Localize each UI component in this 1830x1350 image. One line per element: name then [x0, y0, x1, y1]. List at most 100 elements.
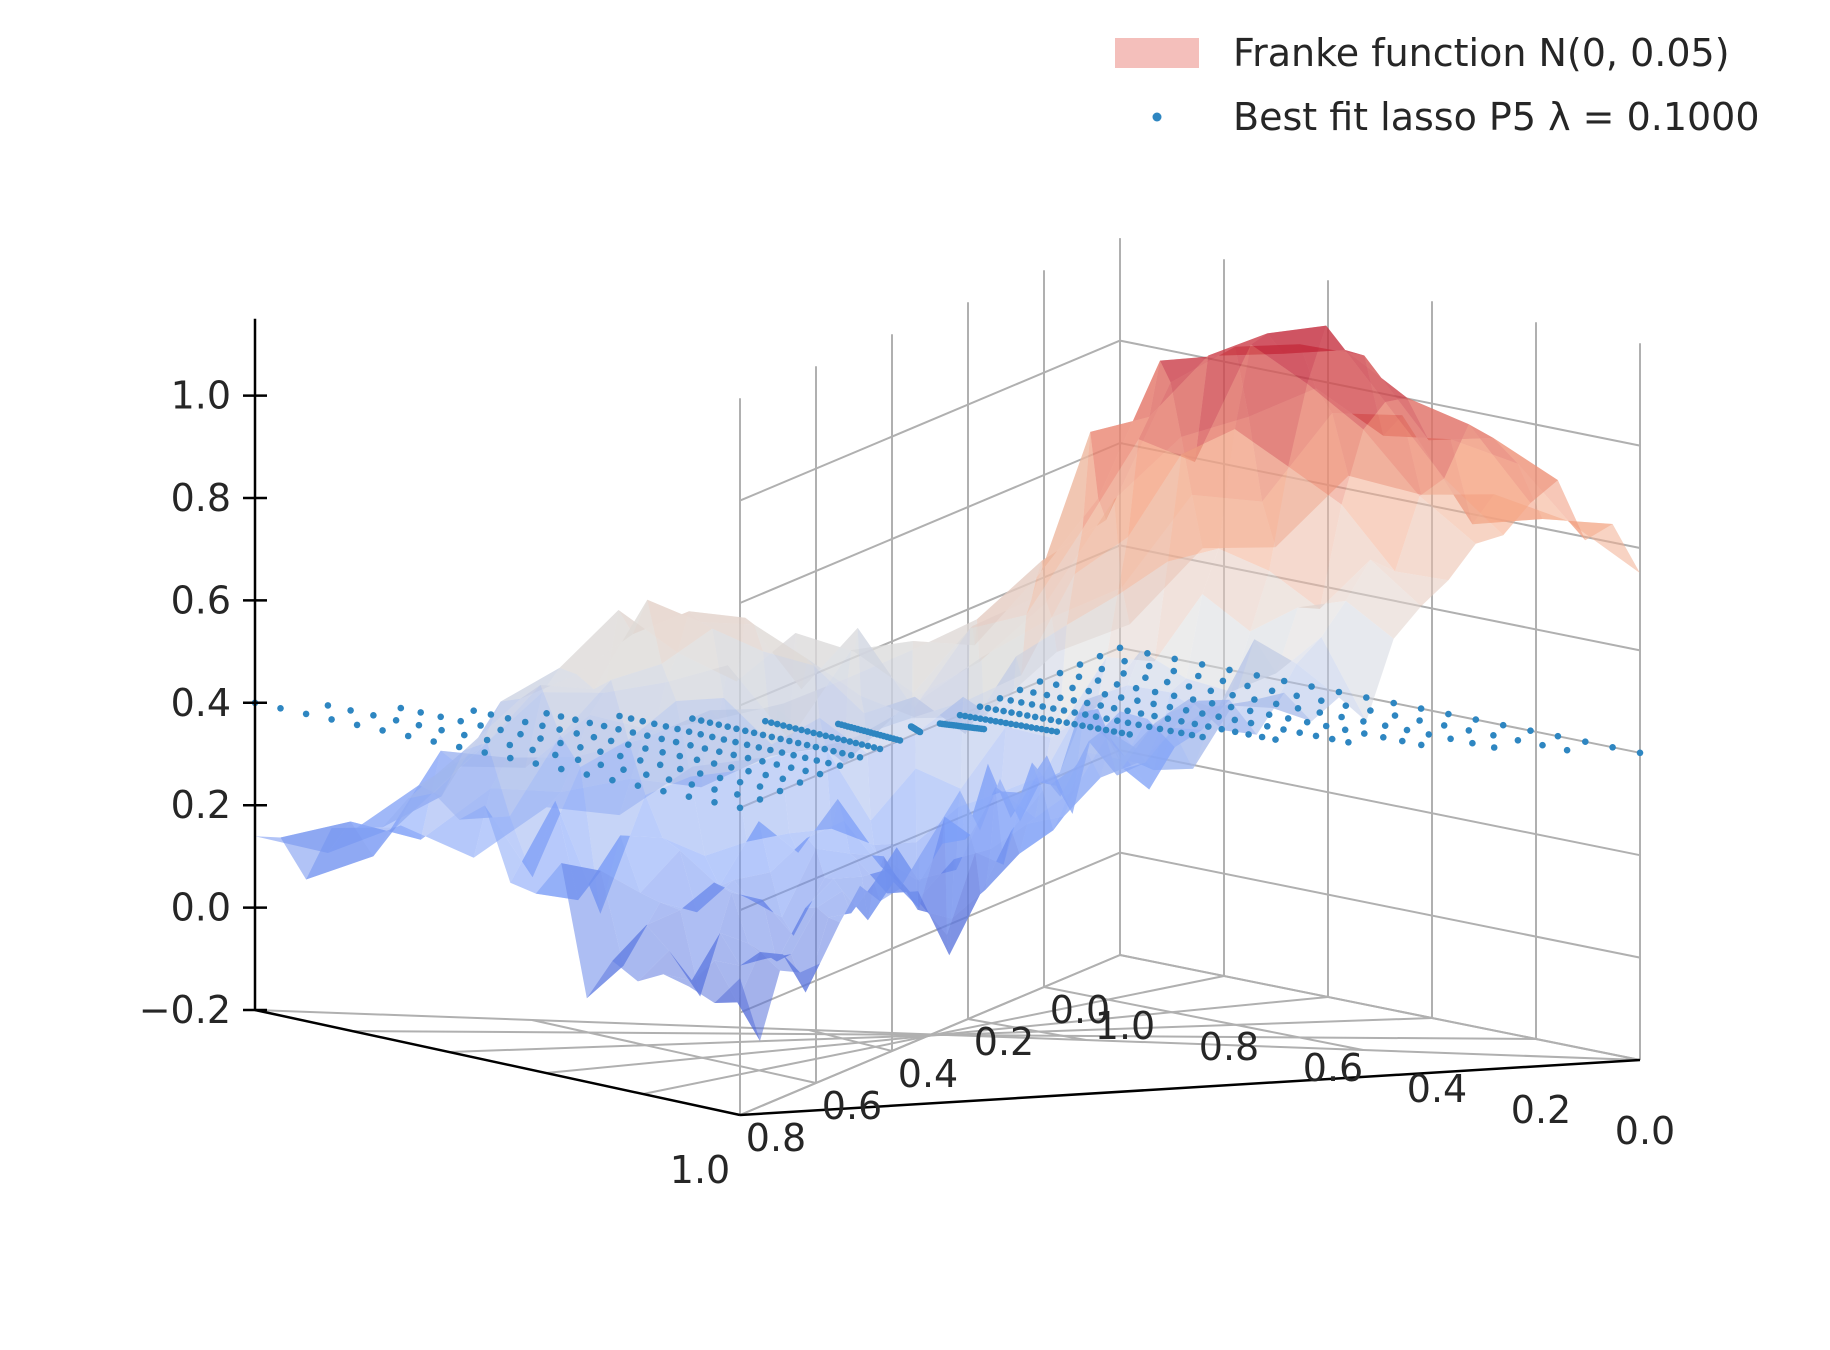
- surface-facet: [628, 701, 691, 795]
- surface-facet: [1370, 559, 1449, 607]
- scatter-point: [716, 774, 724, 782]
- scatter-point: [724, 723, 731, 730]
- scatter-point: [379, 727, 386, 734]
- surface-facet: [1149, 355, 1222, 417]
- wall-grid-line: [739, 442, 1121, 604]
- scatter-point: [1465, 727, 1473, 734]
- surface-facet: [1296, 637, 1367, 722]
- surface-facet: [600, 870, 661, 966]
- surface-facet: [612, 925, 669, 982]
- scatter-point: [639, 717, 646, 725]
- scatter-point: [1199, 710, 1206, 717]
- surface-facet: [712, 628, 772, 745]
- scatter-point: [697, 731, 704, 738]
- scatter-point: [821, 745, 828, 753]
- scatter-point: [1490, 732, 1497, 739]
- scatter-point: [1361, 730, 1368, 737]
- surface-facet: [791, 907, 829, 993]
- y-tick-label: 0.4: [1407, 1067, 1467, 1111]
- z-tick-label: 0.8: [171, 476, 231, 520]
- scatter-point: [607, 737, 615, 745]
- surface-facet: [680, 882, 732, 997]
- scatter-point: [1135, 721, 1142, 729]
- surface-facet: [1419, 478, 1504, 544]
- scatter-point: [743, 741, 751, 749]
- scatter-point: [828, 733, 835, 741]
- scatter-point: [1609, 744, 1616, 751]
- scatter-point: [1092, 713, 1100, 720]
- scatter-point: [1258, 733, 1266, 741]
- surface-facet: [960, 763, 988, 840]
- surface-facet: [661, 628, 724, 701]
- scatter-point: [477, 722, 484, 729]
- surface-facet: [1149, 727, 1203, 790]
- surface-facet: [1542, 519, 1640, 574]
- x-tick-label: 0.0: [1050, 988, 1110, 1032]
- scatter-point: [813, 757, 821, 764]
- scatter-point: [1103, 715, 1110, 722]
- wall-grid-line: [1119, 954, 1641, 1061]
- surface-facet: [771, 717, 826, 755]
- surface-facet: [940, 790, 966, 844]
- surface-facet: [1145, 700, 1199, 763]
- wall-grid-line: [739, 954, 1121, 1116]
- scatter-point: [517, 730, 524, 738]
- scatter-point: [597, 761, 605, 769]
- scatter-point: [1094, 677, 1102, 684]
- scatter-point: [1178, 718, 1185, 725]
- surface-facet: [995, 762, 1032, 865]
- scatter-point: [1416, 717, 1423, 724]
- scatter-point: [1191, 720, 1199, 728]
- scatter-point: [1142, 674, 1149, 681]
- scatter-point: [1124, 719, 1132, 727]
- z-tick-label: 0.0: [171, 886, 231, 930]
- legend: Franke function N(0, 0.05) Best fit lass…: [1115, 31, 1760, 139]
- scatter-point: [574, 756, 582, 764]
- scatter-point: [693, 756, 701, 764]
- y-axis-line: [739, 1058, 1641, 1117]
- surface-facet: [864, 696, 916, 754]
- scatter-point: [1030, 689, 1037, 696]
- scatter-point: [1499, 721, 1507, 729]
- scatter-point: [768, 733, 776, 741]
- scatter-point: [804, 728, 811, 735]
- surface-facet: [719, 821, 771, 887]
- surface-facet: [647, 599, 713, 664]
- scatter-point: [756, 796, 764, 803]
- surface-facet: [520, 674, 594, 699]
- scatter-point: [615, 726, 622, 733]
- scatter-point: [744, 754, 752, 762]
- scatter-point: [1335, 688, 1343, 696]
- surface-facet: [913, 626, 973, 709]
- surface-facet: [798, 799, 844, 853]
- scatter-point: [1218, 725, 1225, 733]
- scatter-point: [634, 782, 642, 789]
- surface-facet: [1074, 439, 1139, 575]
- scatter-point: [688, 781, 696, 788]
- y-tick-label: 0.2: [1511, 1088, 1571, 1132]
- scatter-point: [836, 762, 844, 769]
- surface-facet: [805, 878, 843, 909]
- y-tick-label: 1.0: [1095, 1004, 1155, 1048]
- scatter-point: [1582, 738, 1589, 745]
- scatter-point: [779, 775, 787, 783]
- surface-facet: [946, 852, 981, 956]
- scatter-point: [497, 726, 504, 734]
- scatter-point: [839, 749, 846, 757]
- scatter-point: [1028, 724, 1035, 731]
- surface-facet: [1341, 429, 1420, 572]
- y-tick-label: 0.8: [1199, 1025, 1259, 1069]
- scatter-point: [487, 711, 495, 718]
- surface-facet: [801, 627, 861, 696]
- scatter-point: [755, 744, 763, 751]
- scatter-point: [370, 712, 377, 719]
- scatter-point: [1207, 687, 1215, 695]
- scatter-point: [1447, 735, 1454, 743]
- scatter-point: [1227, 703, 1235, 711]
- scatter-point: [1296, 729, 1303, 736]
- surface-facet: [1167, 429, 1235, 562]
- scatter-point: [573, 730, 580, 737]
- legend-label-surface: Franke function N(0, 0.05): [1233, 31, 1730, 75]
- scatter-point: [417, 709, 425, 716]
- scatter-point: [658, 735, 665, 743]
